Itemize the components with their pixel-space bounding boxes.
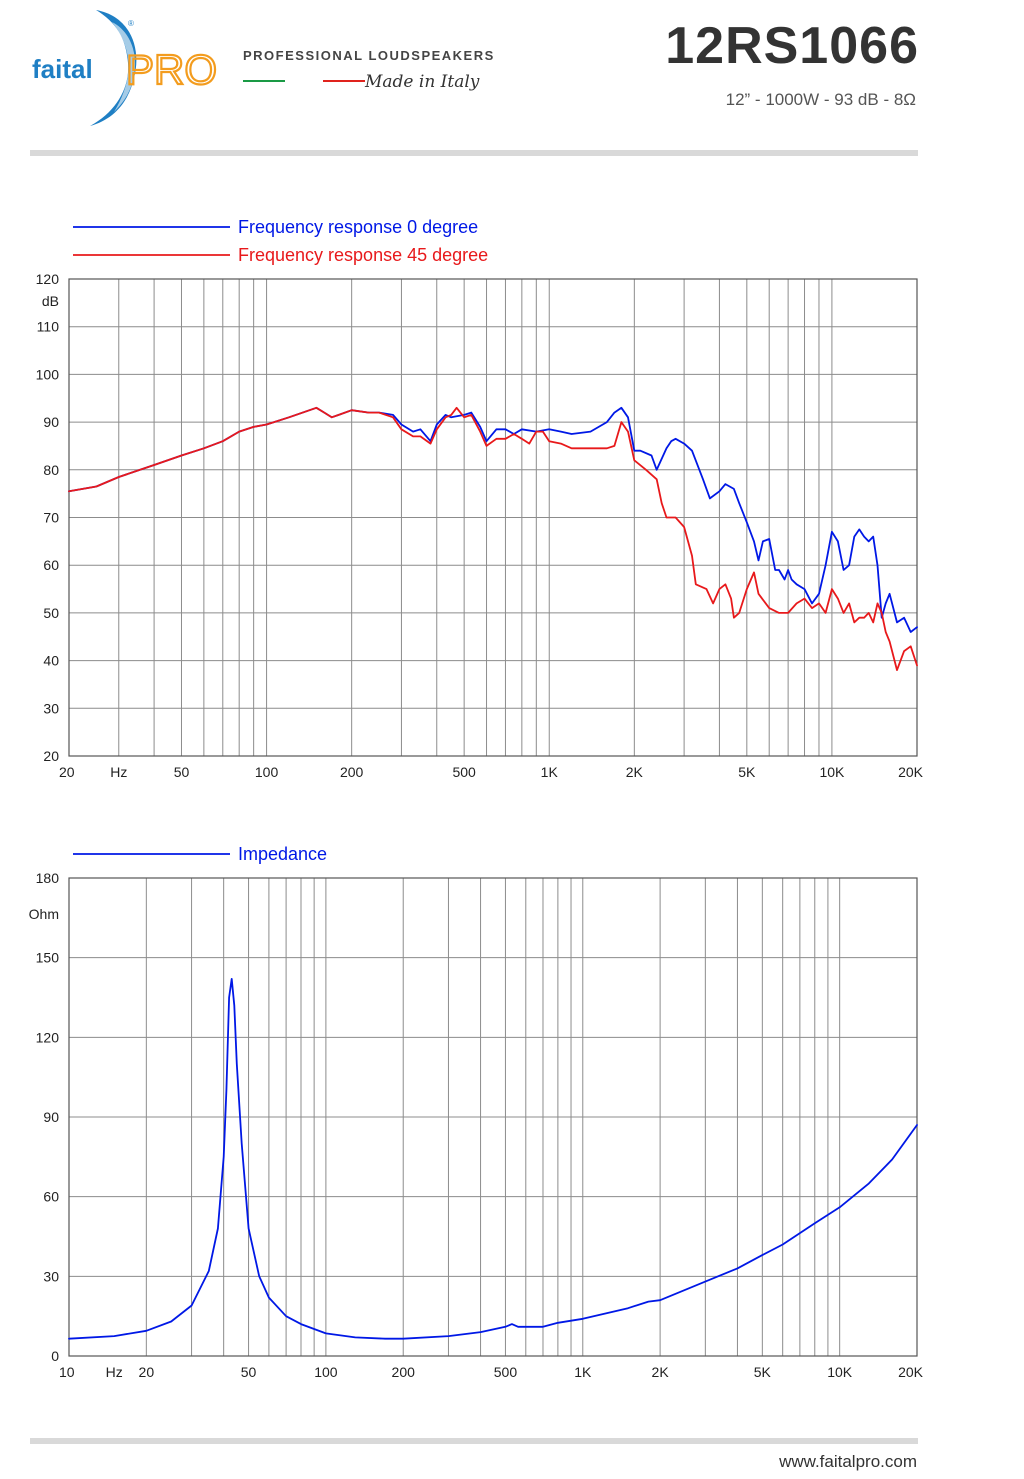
y-tick-label: 90 [43,1109,59,1125]
plot-frame [68,278,918,757]
y-tick-label: 40 [43,653,59,669]
footer-rule [30,1438,918,1444]
legend-label-2: Frequency response 45 degree [238,245,488,265]
x-tick-label: 200 [392,1364,416,1380]
y-tick-label: 150 [36,950,60,966]
tagline: Professional Loudspeakers [243,48,495,63]
header-rule [30,150,918,156]
y-tick-label: 70 [43,510,59,526]
faitalpro-logo: faital PRO ® [30,8,230,128]
y-tick-label: 80 [43,462,59,478]
footer-url: www.faitalpro.com [779,1452,917,1471]
model-title: 12RS1066 [665,17,919,75]
grid-lines [69,279,917,756]
x-tick-label: Hz [106,1364,123,1380]
y-axis-unit-label: Ohm [29,906,59,922]
x-tick-label: 50 [174,764,190,780]
impedance-svg: 0 30 60 90 120 150 180 Ohm 10 Hz 20 50 100 200 500 1K 2K… [29,844,924,1380]
y-tick-label: 100 [36,366,60,382]
grid-lines [69,878,917,1356]
x-tick-label: 5K [754,1364,772,1380]
series-line-2 [68,406,918,672]
x-tick-label: 500 [494,1364,518,1380]
y-tick-label: 90 [43,414,59,430]
frequency-response-chart: 20 30 40 50 60 70 80 90 100 110 120 dB 20 Hz 50 100 200 5… [0,200,1024,805]
y-tick-label: 0 [51,1348,59,1364]
flag-stripe-red [323,80,365,82]
x-tick-label: 20K [898,1364,924,1380]
x-tick-label: 2K [626,764,644,780]
x-tick-label: 2K [652,1364,670,1380]
x-tick-label: 100 [255,764,279,780]
plot-frame [68,877,918,1357]
x-tick-label: 1K [541,764,559,780]
x-tick-label: 10K [819,764,845,780]
x-tick-label: 1K [574,1364,592,1380]
x-tick-label: 10 [59,1364,75,1380]
x-tick-label: 20 [139,1364,155,1380]
y-tick-label: 120 [36,1029,60,1045]
y-tick-label: 60 [43,1189,59,1205]
logo-faital-text: faital [32,54,93,84]
x-tick-label: 5K [738,764,756,780]
x-tick-label: 20 [59,764,75,780]
x-tick-label: Hz [110,764,127,780]
made-in-italy: Made in Italy [365,72,480,92]
impedance-chart: 0 30 60 90 120 150 180 Ohm 10 Hz 20 50 100 200 500 1K 2K… [0,830,1024,1415]
x-tick-label: 10K [827,1364,853,1380]
y-tick-label: 180 [36,870,60,886]
x-tick-label: 500 [452,764,476,780]
y-tick-label: 50 [43,605,59,621]
y-tick-label: 30 [43,700,59,716]
model-specs: 12” - 1000W - 93 dB - 8Ω [725,90,916,109]
legend-label-1: Frequency response 0 degree [238,217,478,237]
legend-label-1: Impedance [238,844,327,864]
x-tick-label: 100 [314,1364,338,1380]
y-tick-label: 120 [36,271,60,287]
y-tick-label: 30 [43,1268,59,1284]
flag-stripe-green [243,80,285,82]
y-tick-label: 20 [43,748,59,764]
y-axis-unit-label: dB [42,293,59,309]
x-tick-label: 20K [898,764,924,780]
frequency-response-svg: 20 30 40 50 60 70 80 90 100 110 120 dB 20 Hz 50 100 200 5… [36,217,924,780]
y-tick-label: 60 [43,557,59,573]
series-line-1 [68,977,918,1340]
faitalpro-logo-graphic: faital PRO ® [32,10,218,126]
x-tick-label: 50 [241,1364,257,1380]
registered-mark-icon: ® [128,19,134,28]
y-tick-label: 110 [37,319,60,335]
logo-pro-text: PRO [126,46,217,93]
x-tick-label: 200 [340,764,364,780]
